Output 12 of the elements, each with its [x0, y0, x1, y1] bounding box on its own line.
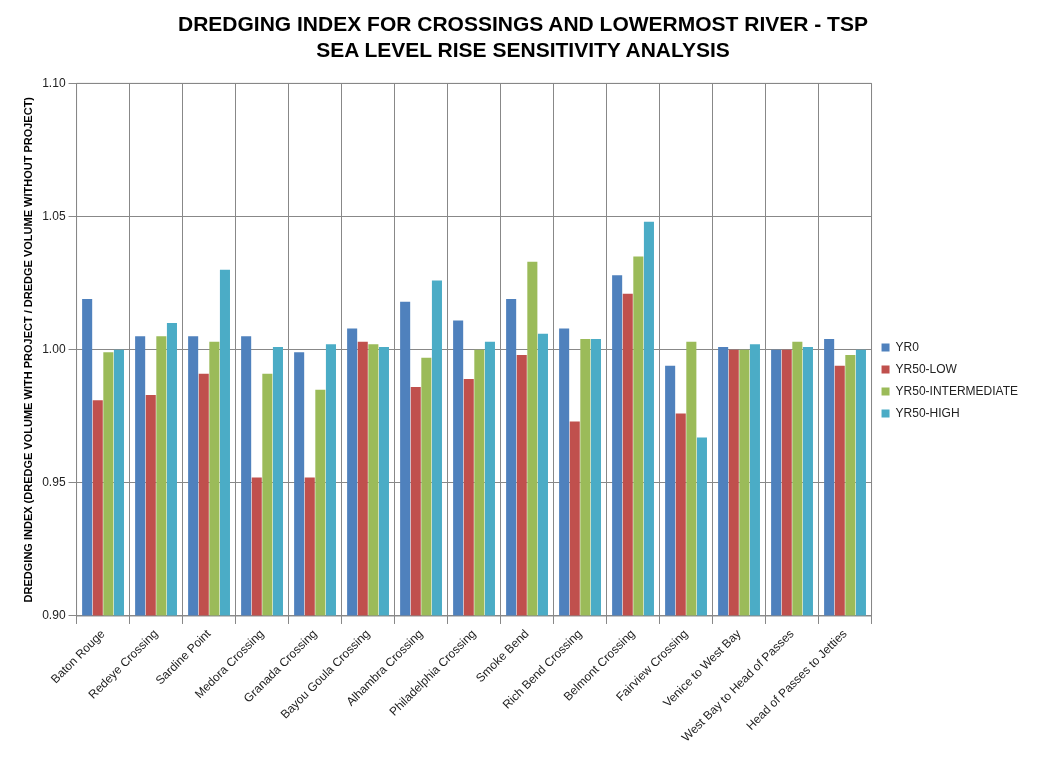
legend-label: YR50-HIGH [895, 405, 960, 420]
y-tick-label: 0.95 [42, 475, 66, 490]
y-tick-label: 1.05 [42, 208, 66, 223]
y-tick-label: 1.00 [42, 342, 66, 356]
chart-subtitle: SEA LEVEL RISE SENSITIVITY ANALYSIS [316, 37, 730, 61]
legend-label: YR50-LOW [895, 361, 958, 376]
y-tick-label: 0.90 [42, 608, 66, 623]
chart-title: DREDGING INDEX FOR CROSSINGS AND LOWERMOST RIVER - TSP [178, 12, 868, 36]
y-tick-label: 1.10 [42, 75, 66, 90]
legend-label: YR50-INTERMEDIATE [895, 383, 1019, 398]
legend-label: YR0 [895, 339, 920, 354]
y-axis-title: DREDGING INDEX (DREDGE VOLUME WITH PROJECT / DREDGE VOLUME WITHOUT PROJECT) [21, 96, 34, 603]
